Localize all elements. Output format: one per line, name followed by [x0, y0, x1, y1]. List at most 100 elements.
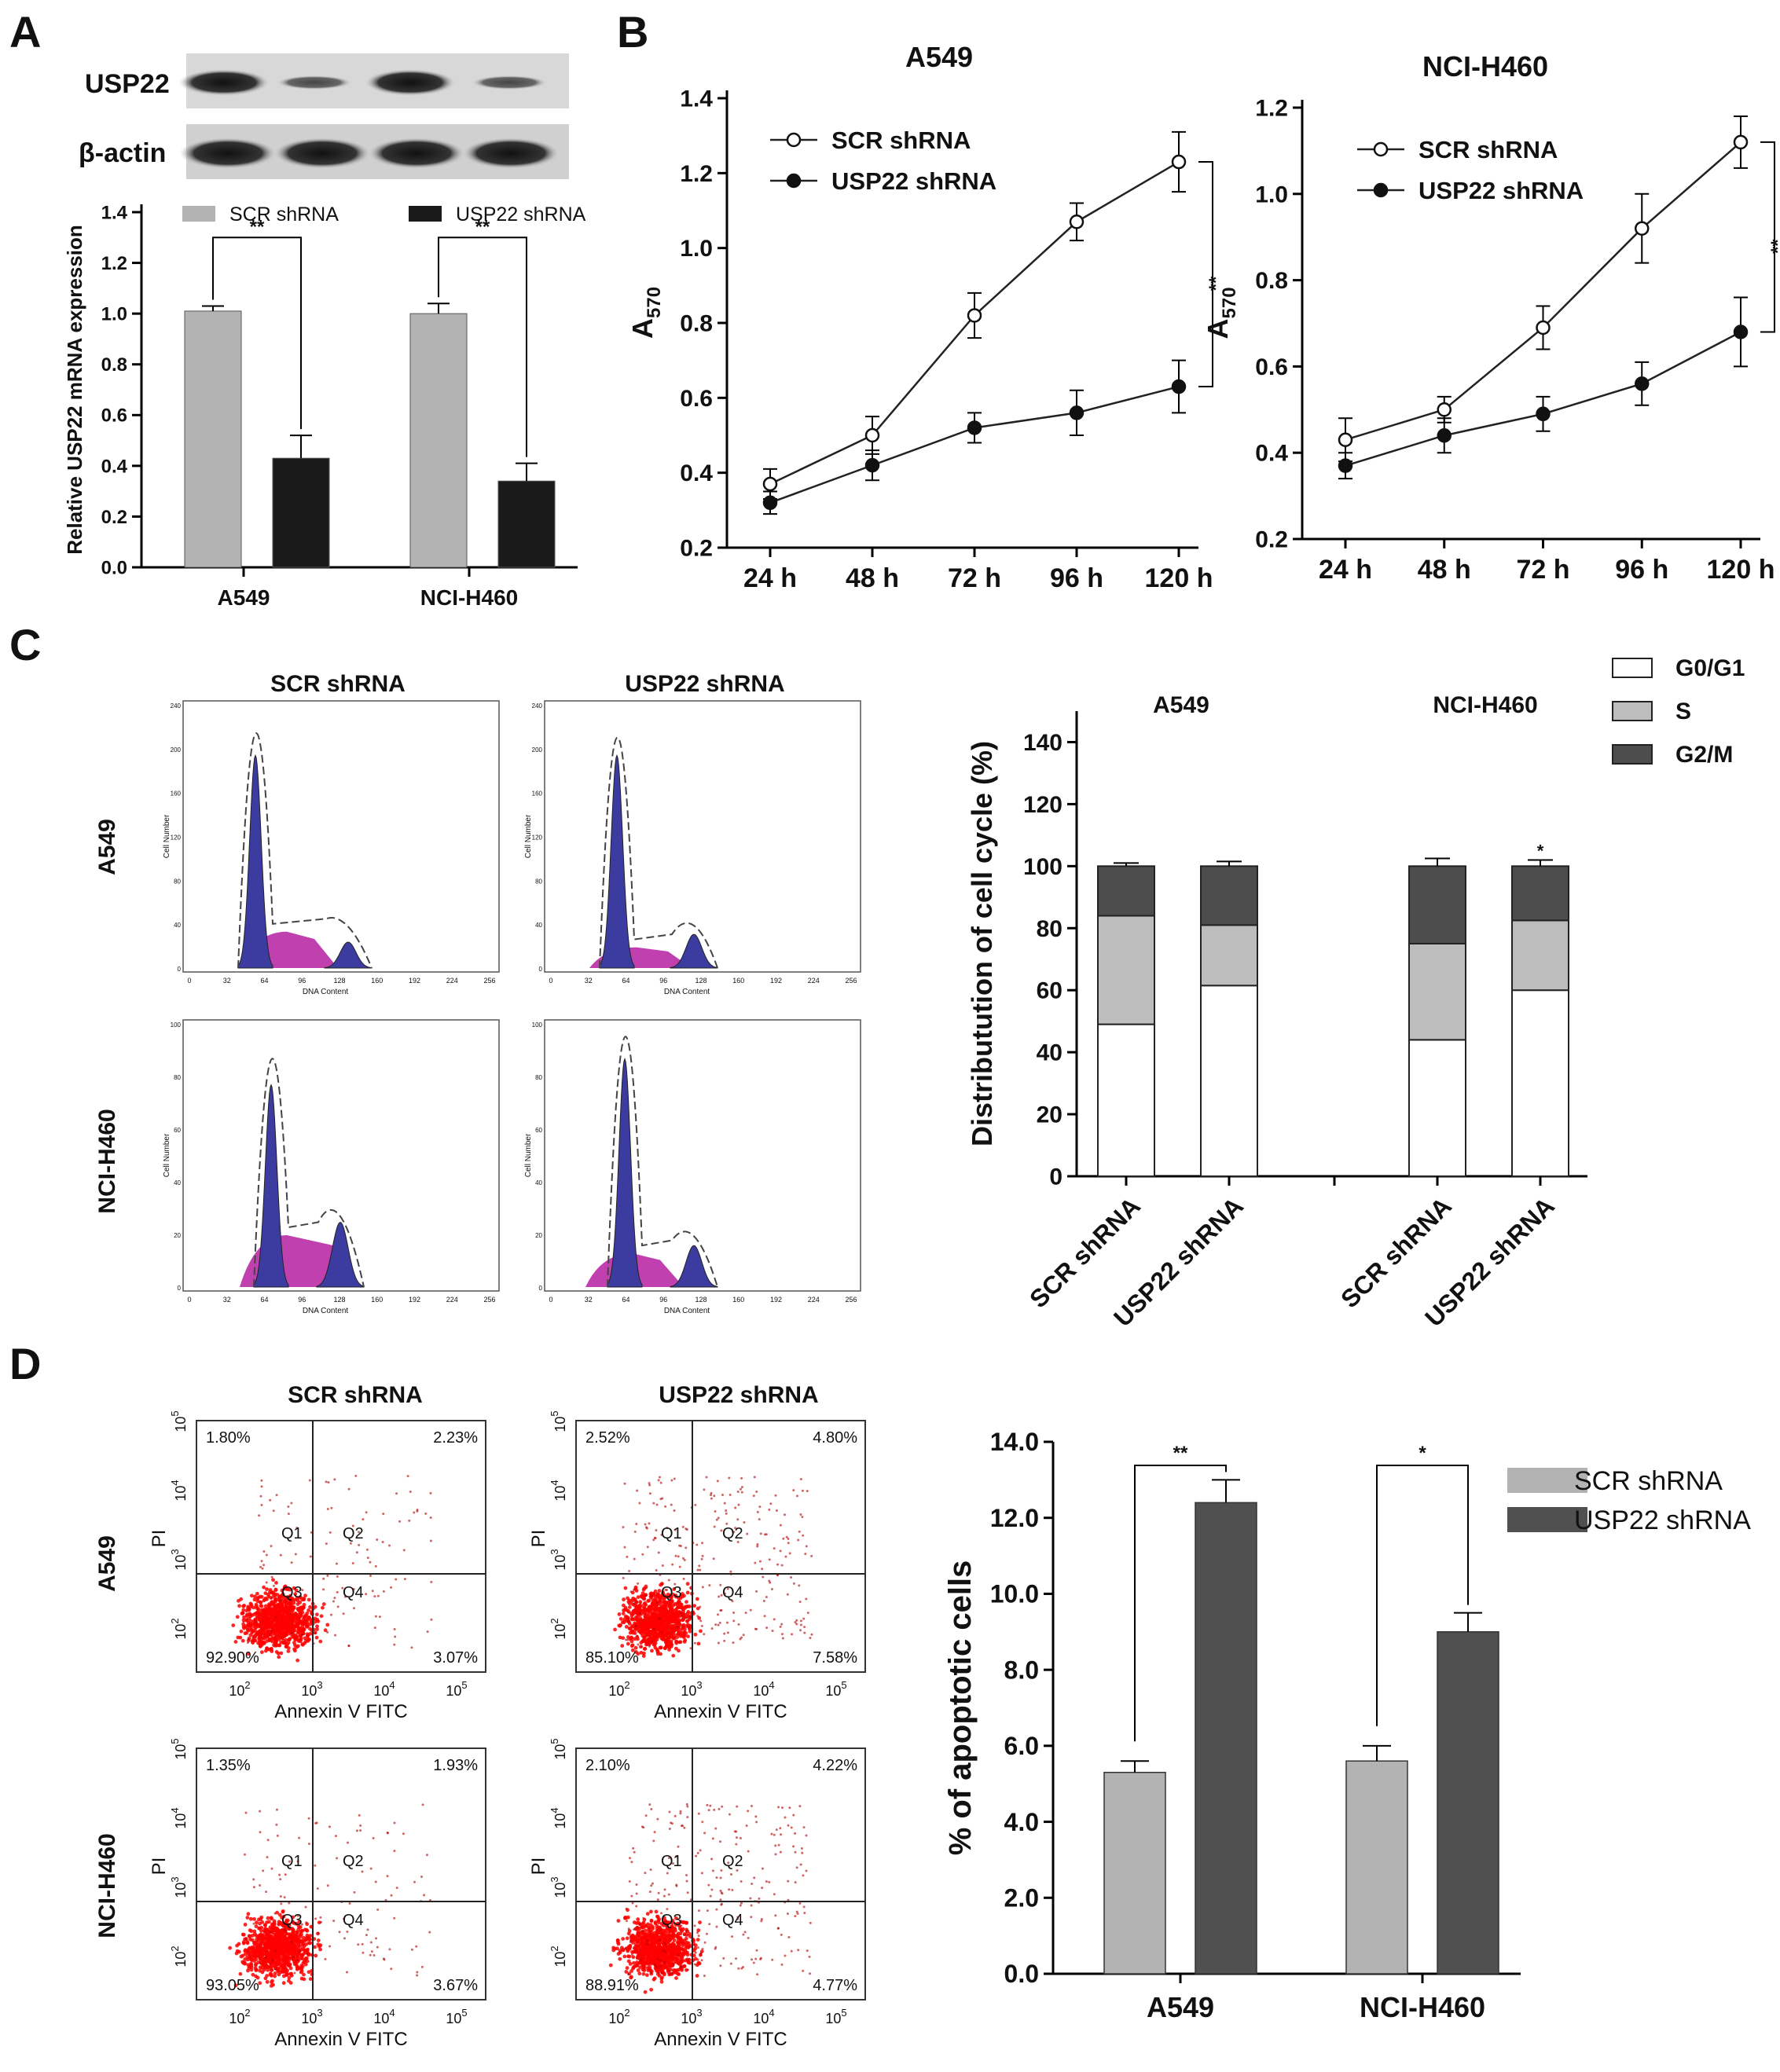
dot-point [750, 1916, 753, 1919]
dot-q3-label: Q3 [281, 1912, 303, 1929]
dot-point [266, 1594, 271, 1599]
dot-point [792, 1845, 795, 1848]
dot-point [298, 1601, 303, 1604]
a-significance-label: ** [250, 216, 265, 237]
dot-point [376, 1594, 380, 1597]
dot-point [326, 1630, 329, 1634]
dot-point [246, 1963, 251, 1967]
dot-point [659, 1632, 664, 1637]
hist-x-tick-label: 256 [845, 977, 857, 985]
dot-point [683, 1949, 688, 1953]
dot-point [393, 1850, 396, 1853]
dot-x-tick-exp: 3 [317, 1679, 322, 1691]
dot-y-tick-exp: 3 [169, 1876, 181, 1882]
dot-point [395, 1578, 398, 1581]
dot-point [373, 1953, 376, 1956]
dot-point [762, 1575, 765, 1579]
dot-point [675, 1635, 680, 1639]
dot-point [671, 1636, 676, 1641]
hist-y-tick-label: 60 [174, 1127, 181, 1134]
dot-point [649, 1868, 652, 1871]
dot-point [740, 1967, 743, 1970]
c-legend-label: S [1675, 699, 1691, 724]
dot-point [299, 1932, 303, 1937]
dot-point [258, 1968, 262, 1973]
dot-point [623, 1586, 628, 1590]
dot-point [629, 1590, 633, 1593]
a-legend-label-scr: SCR shRNA [229, 204, 339, 226]
dot-point [637, 1582, 640, 1585]
hist-x-tick-label: 128 [333, 1296, 345, 1304]
dot-point [694, 1951, 697, 1954]
dot-point [655, 1652, 660, 1656]
dot-point [770, 1588, 773, 1591]
dot-point [271, 1959, 274, 1962]
dot-point [719, 1898, 722, 1901]
chartB2-point [1733, 134, 1749, 150]
dot-point [296, 1914, 299, 1917]
dot-point [755, 1590, 758, 1593]
dot-point [290, 1561, 293, 1564]
dot-point [265, 1890, 268, 1894]
dot-point [413, 1880, 416, 1883]
dot-point [660, 1533, 663, 1536]
dot-point [655, 1915, 660, 1920]
dot-point [271, 1578, 275, 1582]
dot-point [382, 1590, 385, 1593]
dot-point [249, 1593, 254, 1598]
dot-point [280, 1601, 284, 1606]
dot-point [775, 1828, 778, 1832]
dot-point [805, 1869, 808, 1872]
dot-point [294, 1553, 297, 1556]
dot-point [259, 1625, 262, 1629]
dot-point [376, 1538, 379, 1541]
dot-point [696, 1615, 699, 1618]
dot-point [294, 1962, 299, 1967]
dot-point [700, 1557, 703, 1560]
dot-point [248, 1633, 253, 1637]
chartB1-x-tick-label: 96 h [1050, 563, 1103, 593]
dot-point [653, 1623, 657, 1628]
dot-point [651, 1977, 656, 1982]
dot-point [699, 1953, 703, 1956]
dot-point [252, 1638, 256, 1642]
dot-point [285, 1941, 290, 1945]
dot-point [640, 1620, 645, 1625]
dot-point [662, 1937, 667, 1942]
dot-point [637, 1607, 642, 1611]
dot-point [736, 1916, 740, 1919]
dot-q3-percent: 88.91% [585, 1977, 639, 1994]
dot-point [753, 1476, 756, 1479]
dot-point [283, 1611, 287, 1615]
dot-point [382, 1957, 385, 1960]
dot-point [402, 1832, 405, 1835]
dot-x-tick-label: 105 [825, 1679, 846, 1699]
dot-point [394, 1635, 397, 1638]
dot-point [630, 1648, 635, 1652]
c-bar-segment [1511, 919, 1569, 992]
dot-point [630, 1949, 634, 1954]
hist-x-tick-label: 32 [585, 1296, 593, 1304]
dot-y-tick-label: 105 [549, 1410, 568, 1432]
dot-point [429, 1539, 432, 1542]
dot-point [655, 1603, 659, 1607]
c-bar-segment [1200, 985, 1258, 1178]
dot-point [689, 1647, 692, 1650]
dot-point [670, 1597, 673, 1600]
dot-point [273, 1974, 277, 1978]
dot-y-tick-label: 102 [169, 1945, 189, 1967]
dot-point [620, 1620, 625, 1624]
dot-point [696, 1641, 701, 1646]
dot-point [270, 1978, 274, 1983]
dot-point [639, 1628, 644, 1633]
dot-point [306, 1970, 311, 1975]
dot-point [625, 1608, 629, 1612]
dot-point [790, 1576, 793, 1579]
dot-point [627, 1617, 630, 1620]
dot-point [278, 1873, 281, 1876]
c-y-tick-label: 60 [1037, 978, 1062, 1004]
dot-point [707, 1809, 710, 1812]
dot-point [652, 1627, 655, 1630]
dot-point [773, 1547, 776, 1550]
dot-point [659, 1647, 662, 1650]
